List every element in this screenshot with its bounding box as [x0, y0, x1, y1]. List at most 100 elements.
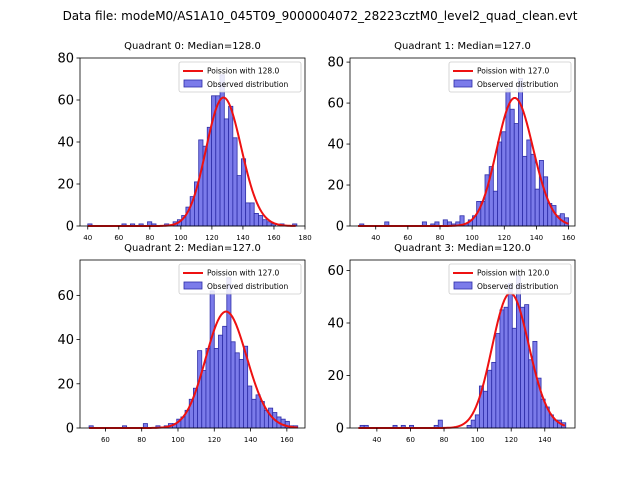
- x-tick-label: 40: [83, 234, 92, 242]
- histogram-bar: [522, 155, 528, 227]
- axes-frame: [349, 57, 576, 227]
- x-tick-label: 140: [244, 436, 257, 444]
- histogram-bar: [205, 348, 211, 429]
- legend-box: [178, 61, 302, 93]
- legend-hist-label: Observed distribution: [477, 282, 558, 291]
- x-tick-label: 100: [174, 234, 187, 242]
- histogram-bar: [230, 341, 236, 429]
- histogram-bar: [470, 419, 476, 429]
- histogram-bar: [236, 175, 242, 227]
- x-tick-label: 120: [208, 436, 221, 444]
- histogram-bar: [253, 212, 259, 227]
- x-tick-label: 120: [498, 234, 511, 242]
- histogram-bar: [215, 95, 221, 227]
- y-tick-label: 40: [327, 317, 344, 332]
- legend: Poission with 120.0 Observed distribution: [448, 263, 572, 295]
- y-tick-label: 0: [336, 422, 344, 437]
- histogram-bar: [234, 352, 240, 429]
- histogram-bar: [538, 160, 544, 227]
- y-tick-label: 20: [327, 179, 344, 194]
- x-tick-label: 80: [440, 436, 449, 444]
- y-tick-label: 0: [336, 220, 344, 235]
- histogram-bar: [532, 340, 538, 429]
- chart-panel-2: Quadrant 2: Median=127.0 60 80 100 120 140 160…: [57, 243, 306, 444]
- y-tick-label: 0: [66, 220, 74, 235]
- x-tick-label: 60: [403, 234, 412, 242]
- suptitle: Data file: modeM0/AS1A10_045T09_90000040…: [63, 9, 578, 23]
- histogram-bar: [507, 283, 513, 429]
- x-tick-label: 80: [436, 234, 445, 242]
- legend-box: [178, 263, 302, 295]
- histogram-bar: [228, 105, 234, 227]
- histogram-bar: [223, 118, 229, 227]
- x-tick-label: 180: [298, 234, 311, 242]
- x-tick-label: 160: [562, 234, 575, 242]
- legend: Poission with 127.0 Observed distribution: [178, 263, 302, 295]
- x-tick-label: 120: [505, 436, 518, 444]
- legend-hist-swatch: [453, 281, 473, 290]
- y-tick-label: 60: [57, 94, 74, 109]
- x-tick-label: 40: [372, 436, 381, 444]
- x-tick-label: 100: [465, 234, 478, 242]
- panels: Quadrant 0: Median=128.0 40 60 80 100 120 140 1…: [57, 41, 576, 444]
- x-tick-label: 120: [205, 234, 218, 242]
- x-tick-label: 160: [267, 234, 280, 242]
- x-tick-label: 100: [471, 436, 484, 444]
- x-tick-label: 160: [280, 436, 293, 444]
- histogram-bar: [511, 327, 517, 429]
- histogram-bar: [218, 334, 224, 429]
- x-tick-label: 80: [145, 234, 154, 242]
- chart-panel-1: Quadrant 1: Median=127.0 40 60 80 100 120 140 1…: [327, 41, 576, 242]
- histogram-bar: [530, 153, 536, 227]
- histogram-bar: [528, 359, 534, 429]
- legend-box: [448, 263, 572, 295]
- axes-frame: [79, 259, 306, 429]
- histogram-bar: [534, 188, 540, 227]
- legend-hist-label: Observed distribution: [207, 282, 288, 291]
- histogram-bar: [197, 350, 203, 429]
- histogram-bar: [491, 361, 497, 429]
- histogram-bar: [543, 176, 549, 227]
- legend: Poission with 127.0 Observed distribution: [448, 61, 572, 93]
- histogram-bar: [262, 219, 268, 227]
- histogram-bar: [232, 137, 238, 227]
- y-tick-label: 80: [327, 56, 344, 71]
- histogram-bar: [198, 139, 204, 227]
- x-tick-label: 60: [114, 234, 123, 242]
- legend-box: [448, 61, 572, 93]
- histogram-bar: [499, 309, 505, 429]
- histogram-bar: [513, 123, 519, 227]
- histogram-bar: [483, 390, 489, 429]
- legend-line-label: Poission with 127.0: [477, 67, 550, 76]
- histogram-bar: [437, 419, 443, 429]
- x-tick-label: 80: [137, 436, 146, 444]
- histogram-bar: [249, 202, 255, 227]
- histogram-bar: [495, 333, 501, 429]
- legend-hist-label: Observed distribution: [207, 80, 288, 89]
- legend-hist-swatch: [183, 281, 203, 290]
- x-tick-label: 100: [171, 436, 184, 444]
- histogram-bar: [515, 275, 521, 429]
- legend-hist-swatch: [183, 79, 203, 88]
- histogram-bar: [226, 277, 232, 429]
- histogram-bar: [247, 385, 253, 429]
- y-tick-label: 20: [57, 377, 74, 392]
- legend-line-label: Poission with 127.0: [207, 269, 280, 278]
- histogram-bar: [240, 158, 247, 227]
- histogram-bar: [526, 139, 532, 227]
- legend: Poission with 128.0 Observed distribution: [178, 61, 302, 93]
- histogram-bar: [258, 215, 264, 227]
- x-tick-label: 40: [371, 234, 380, 242]
- panel-title: Quadrant 1: Median=127.0: [394, 41, 531, 52]
- y-tick-label: 20: [57, 178, 74, 193]
- x-tick-label: 140: [530, 234, 543, 242]
- histogram-bar: [251, 398, 257, 429]
- histogram-bar: [238, 359, 244, 429]
- histogram-bar: [209, 290, 215, 429]
- histogram-bar: [255, 394, 261, 429]
- panel-title: Quadrant 0: Median=128.0: [124, 41, 261, 52]
- panel-title: Quadrant 3: Median=120.0: [394, 243, 531, 254]
- y-tick-label: 40: [57, 333, 74, 348]
- axes-frame: [349, 259, 576, 429]
- y-tick-label: 60: [57, 289, 74, 304]
